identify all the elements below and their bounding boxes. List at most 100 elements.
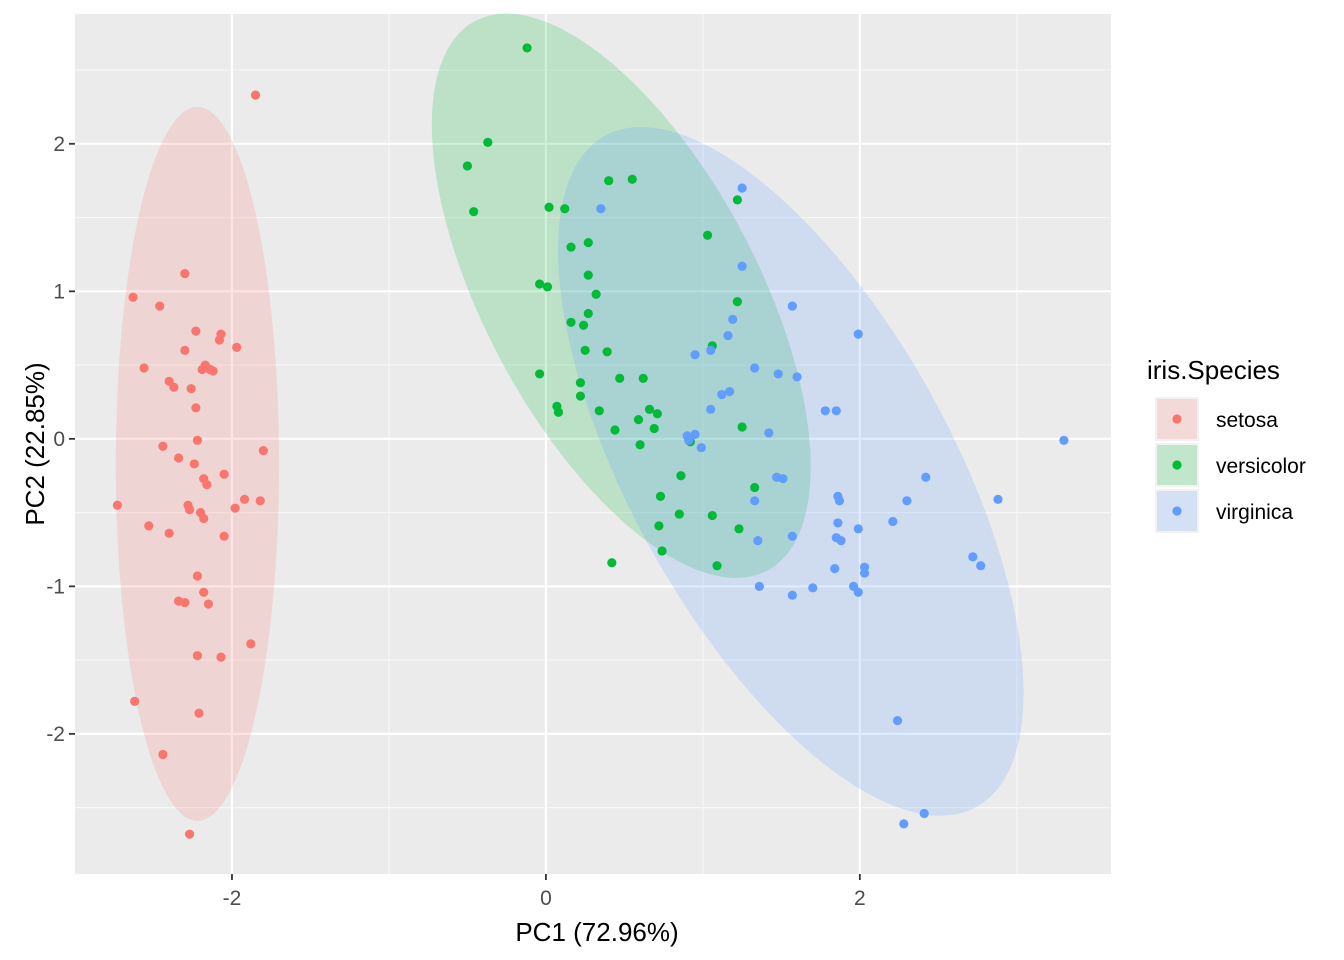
versicolor-point [750,482,760,493]
y-tick-label: 1 [53,280,65,303]
virginica-point [836,536,846,546]
versicolor-point [644,404,655,414]
versicolor-point [649,423,659,434]
virginica-point [859,568,870,578]
versicolor-point [610,425,620,435]
virginica-point [833,518,843,528]
virginica-point [706,345,716,355]
y-tick-label: -1 [46,575,65,598]
virginica-point [690,350,700,360]
setosa-point [169,382,179,392]
versicolor-point [542,282,553,292]
virginica-ellipse [558,126,1024,816]
versicolor-point [594,406,604,416]
virginica-point [682,431,692,441]
versicolor-point [633,415,644,425]
setosa-point [155,301,165,311]
virginica-point [750,363,760,373]
virginica-point [737,261,747,271]
versicolor-point [591,289,601,299]
virginica-point [853,587,863,597]
y-axis-title: PC2 (22.85%) [20,362,50,525]
versicolor-point [462,161,473,171]
y-tick-label: 0 [53,428,65,451]
virginica-point [1059,435,1069,445]
versicolor-point [602,347,612,357]
virginica-point [834,496,845,506]
major-gridlines [75,14,1111,874]
setosa-point [214,335,225,345]
setosa-point [128,292,138,302]
setosa-point [197,364,207,375]
setosa-point [112,500,122,510]
legend-label-virginica: virginica [1216,501,1293,524]
versicolor-point [583,308,593,319]
x-axis-ticks: -2 0 2 [223,874,866,910]
setosa-point [164,528,174,538]
versicolor-point [676,471,686,481]
virginica-point [976,561,986,571]
legend-label-setosa: setosa [1216,409,1278,432]
versicolor-point [702,230,713,240]
setosa-point [255,496,265,506]
setosa-point [219,531,229,541]
x-tick-label: 0 [540,887,552,910]
versicolor-point [469,207,479,217]
versicolor-point [578,320,589,330]
setosa-point [130,696,140,707]
data-points [112,43,1069,839]
virginica-point [993,494,1003,504]
virginica-point [888,516,898,527]
virginica-point [792,372,802,382]
versicolor-point [627,174,637,184]
versicolor-point [655,491,666,501]
setosa-point [192,571,203,581]
versicolor-point [737,422,747,432]
setosa-point [158,749,168,760]
y-tick-label: -2 [46,723,65,746]
setosa-point [192,651,203,661]
versicolor-point [483,137,493,147]
virginica-point [902,496,912,506]
virginica-point [787,301,797,311]
versicolor-point [652,409,662,419]
setosa-point [199,587,209,597]
setosa-point [194,708,204,718]
setosa-point [144,521,154,531]
versicolor-point [583,238,593,248]
virginica-point [787,590,797,600]
setosa-point [158,441,168,451]
virginica-point [724,387,735,397]
setosa-point [230,503,240,513]
versicolor-point [566,242,576,252]
virginica-point [919,808,929,819]
versicolor-point [580,345,590,355]
virginica-point [921,472,931,482]
virginica-point [737,183,747,193]
versicolor-point [654,521,664,531]
virginica-point [787,531,797,541]
x-tick-label: -2 [223,887,242,910]
versicolor-point [635,440,645,450]
legend-marker-virginica [1172,506,1182,516]
setosa-point [250,90,261,100]
versicolor-point [732,195,743,205]
versicolor-point [734,524,744,534]
setosa-point [202,479,212,490]
versicolor-point [583,270,593,280]
legend-marker-setosa [1172,414,1182,424]
versicolor-point [566,317,576,327]
setosa-point [189,459,199,469]
virginica-point [753,536,763,546]
setosa-point [232,342,242,352]
setosa-point [180,345,190,355]
setosa-point [174,453,184,463]
versicolor-ellipse [431,13,811,578]
versicolor-point [674,509,684,519]
versicolor-point [732,297,743,307]
legend-title: iris.Species [1147,355,1280,385]
virginica-point [696,443,706,453]
virginica-point [968,552,978,562]
setosa-point [180,597,190,608]
